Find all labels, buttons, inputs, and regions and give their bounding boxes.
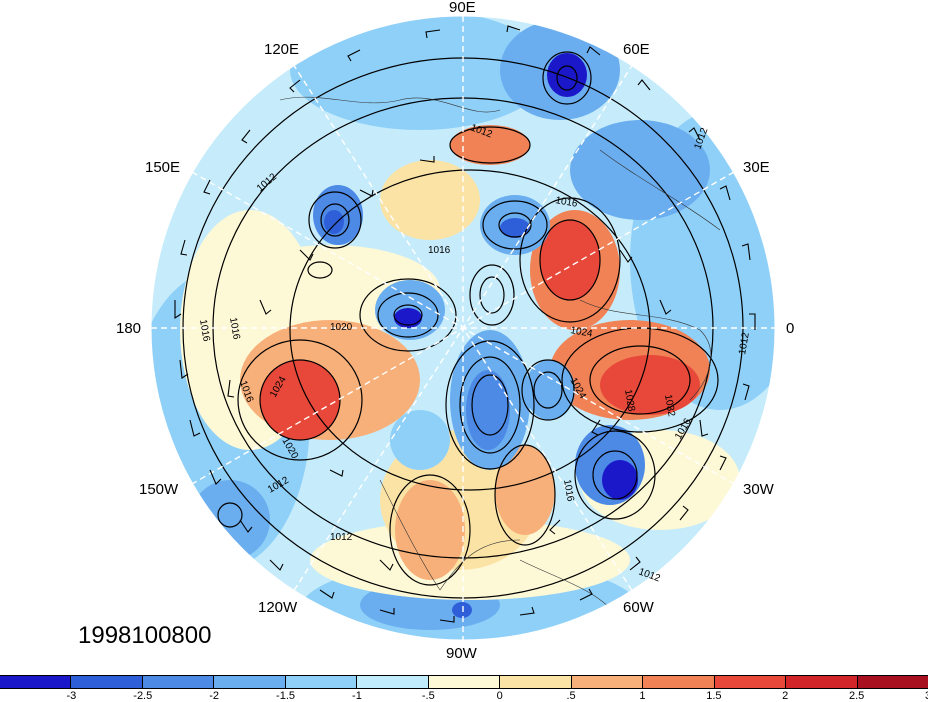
- contour-label: 1016: [197, 319, 212, 343]
- contour-label: 1016: [561, 479, 576, 503]
- colorbar-box: [857, 676, 928, 688]
- colorbar-box: [0, 676, 72, 688]
- lon-label-0: 0: [786, 320, 795, 337]
- contour-label: 1016: [428, 245, 451, 256]
- contour-label: 1028: [622, 389, 637, 413]
- colorbar-box: [142, 676, 215, 688]
- colorbar-tick-label: 0: [496, 690, 503, 702]
- colorbar-tick-label: -.5: [421, 690, 435, 702]
- colorbar-tick-label: 2: [782, 690, 789, 702]
- wind-barbs: [174, 25, 756, 623]
- colorbar-box: [428, 676, 501, 688]
- lon-label-180: 180: [116, 320, 142, 337]
- contour-label: 1024: [569, 325, 593, 340]
- lon-label-60w: 60W: [623, 599, 654, 616]
- colorbar-tick-label: -1.5: [276, 690, 296, 702]
- contour-label: 1032: [662, 394, 677, 418]
- colorbar-tick-label: 1: [639, 690, 646, 702]
- contour-label: 1012: [330, 532, 353, 543]
- colorbar-box: [714, 676, 787, 688]
- lon-label-30e: 30E: [743, 159, 770, 176]
- date-label: 1998100800: [78, 622, 212, 649]
- colorbar-box: [500, 676, 572, 688]
- contour-label: 1016: [227, 317, 242, 341]
- colorbar-tick-label: 1.5: [706, 690, 722, 702]
- colorbar-box: [71, 676, 143, 688]
- colorbar-tick-label: -2: [209, 690, 220, 702]
- contour-label: 1016: [554, 195, 578, 210]
- lon-label-150e: 150E: [145, 159, 181, 176]
- colorbar-box: [214, 676, 286, 688]
- lon-label-30w: 30W: [743, 481, 774, 498]
- colorbar: [0, 675, 928, 689]
- colorbar-tick-label: 3: [925, 690, 928, 702]
- colorbar-tick-label: -1: [352, 690, 362, 702]
- colorbar-box: [786, 676, 858, 688]
- colorbar-tick-label: -2.5: [133, 690, 153, 702]
- colorbar-box: [571, 676, 644, 688]
- lon-label-60e: 60E: [623, 41, 650, 58]
- colorbar-box: [643, 676, 715, 688]
- colorbar-box: [285, 676, 358, 688]
- contour-labels: 1012 1012 1016 1012 1016 1020 1024 1028 …: [197, 122, 752, 584]
- lon-label-150w: 150W: [139, 481, 179, 498]
- map-border: [150, 15, 776, 641]
- colorbar-tick-label: -3: [66, 690, 77, 702]
- lon-label-90e: 90E: [449, 0, 476, 16]
- colorbar-box: [357, 676, 429, 688]
- lon-label-90w: 90W: [446, 645, 477, 662]
- colorbar-tick-label: .5: [566, 690, 576, 702]
- lon-label-120e: 120E: [264, 41, 300, 58]
- lon-label-120w: 120W: [258, 599, 298, 616]
- contour-label: 1012: [737, 331, 752, 355]
- lat-lon-grid: [151, 16, 775, 640]
- colorbar-tick-label: 2.5: [848, 690, 865, 702]
- contour-label: 1020: [330, 322, 353, 333]
